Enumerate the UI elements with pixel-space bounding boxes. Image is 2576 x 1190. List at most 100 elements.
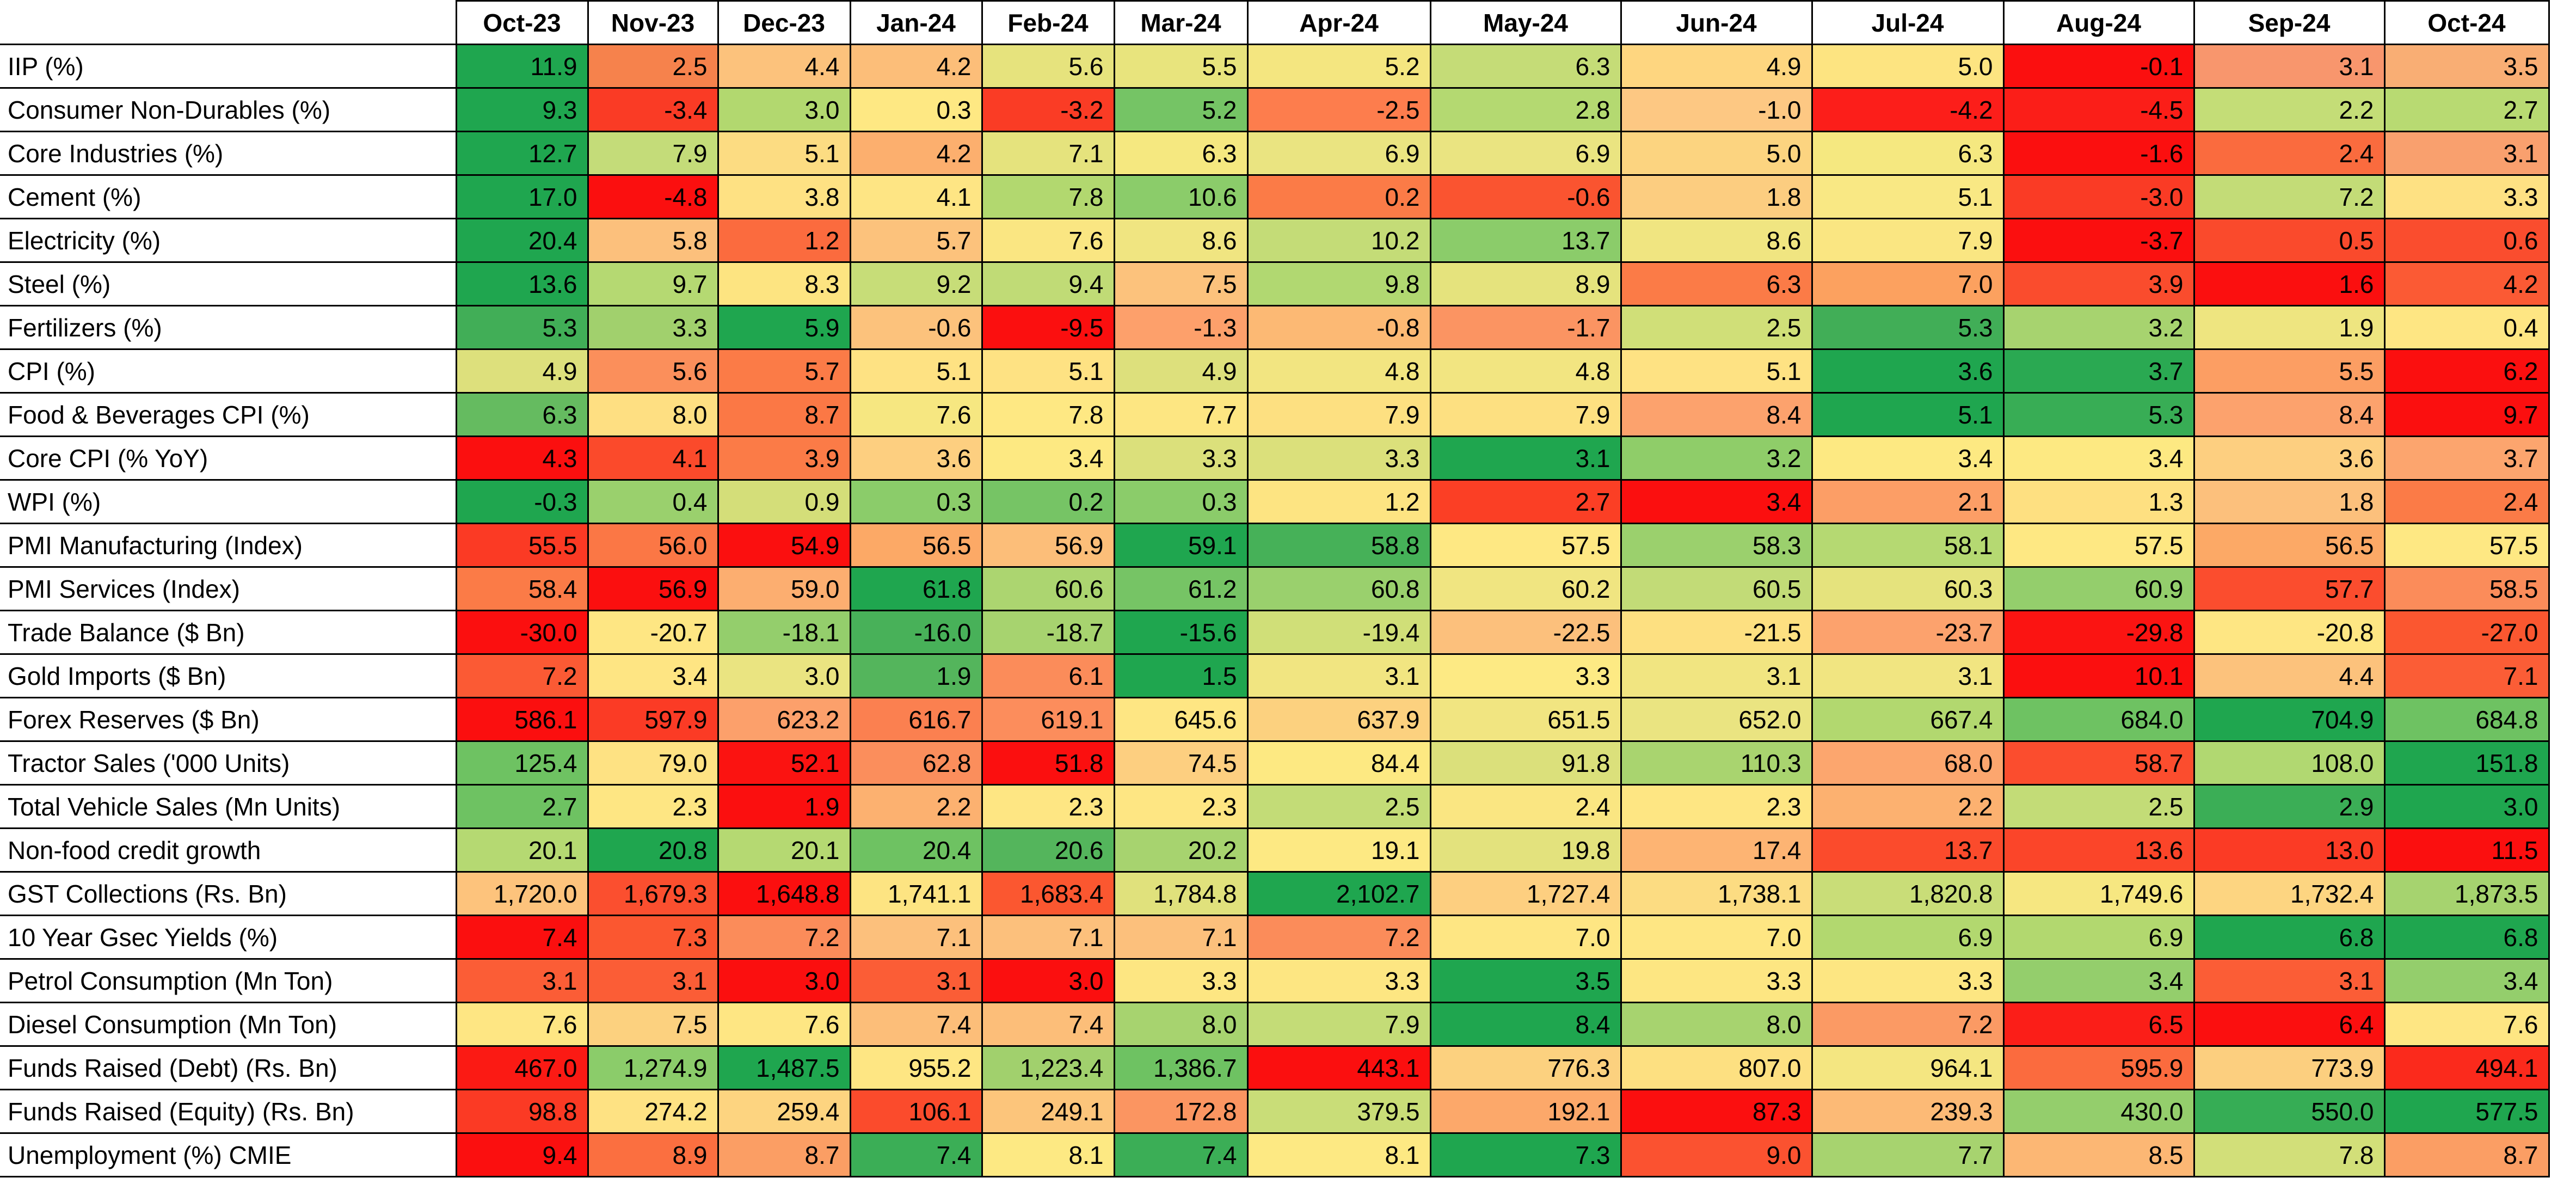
value-cell[interactable]: 623.2 xyxy=(717,697,851,742)
value-cell[interactable]: 3.5 xyxy=(1429,958,1622,1003)
row-label-cell[interactable]: Diesel Consumption (Mn Ton) xyxy=(0,1002,457,1047)
value-cell[interactable]: 7.1 xyxy=(2383,653,2550,698)
value-cell[interactable]: 60.6 xyxy=(981,566,1115,611)
value-cell[interactable]: 2.7 xyxy=(1429,479,1622,524)
value-cell[interactable]: 3.1 xyxy=(1811,653,2005,698)
corner-cell[interactable] xyxy=(0,1,457,45)
value-cell[interactable]: 2.3 xyxy=(981,784,1115,829)
value-cell[interactable]: 3.0 xyxy=(2383,784,2550,829)
value-cell[interactable]: 3.3 xyxy=(1620,958,1813,1003)
value-cell[interactable]: 60.3 xyxy=(1811,566,2005,611)
value-cell[interactable]: 443.1 xyxy=(1246,1045,1431,1090)
value-cell[interactable]: 2.3 xyxy=(1113,784,1249,829)
value-cell[interactable]: 7.4 xyxy=(1113,1132,1249,1177)
value-cell[interactable]: 7.9 xyxy=(1246,1002,1431,1047)
value-cell[interactable]: 7.9 xyxy=(1429,392,1622,437)
value-cell[interactable]: 8.0 xyxy=(587,392,719,437)
value-cell[interactable]: 1.8 xyxy=(2193,479,2386,524)
value-cell[interactable]: 3.4 xyxy=(2383,958,2550,1003)
value-cell[interactable]: 1.5 xyxy=(1113,653,1249,698)
value-cell[interactable]: 3.5 xyxy=(2383,44,2550,89)
value-cell[interactable]: 9.0 xyxy=(1620,1132,1813,1177)
value-cell[interactable]: 13.0 xyxy=(2193,827,2386,873)
value-cell[interactable]: 4.8 xyxy=(1429,348,1622,394)
value-cell[interactable]: 3.1 xyxy=(1246,653,1431,698)
value-cell[interactable]: 125.4 xyxy=(455,740,589,786)
value-cell[interactable]: 0.9 xyxy=(717,479,851,524)
row-label-cell[interactable]: IIP (%) xyxy=(0,44,457,89)
value-cell[interactable]: 0.2 xyxy=(1246,174,1431,219)
value-cell[interactable]: 59.0 xyxy=(717,566,851,611)
value-cell[interactable]: 1,679.3 xyxy=(587,871,719,916)
value-cell[interactable]: 5.9 xyxy=(717,305,851,350)
value-cell[interactable]: 4.9 xyxy=(455,348,589,394)
value-cell[interactable]: 430.0 xyxy=(2002,1089,2195,1134)
value-cell[interactable]: 1.9 xyxy=(849,653,983,698)
value-cell[interactable]: 3.0 xyxy=(717,958,851,1003)
value-cell[interactable]: 4.4 xyxy=(717,44,851,89)
value-cell[interactable]: 55.5 xyxy=(455,523,589,568)
value-cell[interactable]: 7.9 xyxy=(1811,218,2005,263)
column-header-apr-24[interactable]: Apr-24 xyxy=(1246,0,1431,45)
value-cell[interactable]: 259.4 xyxy=(717,1089,851,1134)
value-cell[interactable]: 637.9 xyxy=(1246,697,1431,742)
value-cell[interactable]: 494.1 xyxy=(2383,1045,2550,1090)
value-cell[interactable]: 7.5 xyxy=(1113,261,1249,306)
value-cell[interactable]: 1,873.5 xyxy=(2383,871,2550,916)
value-cell[interactable]: 1,741.1 xyxy=(849,871,983,916)
value-cell[interactable]: 6.9 xyxy=(2002,915,2195,960)
column-header-mar-24[interactable]: Mar-24 xyxy=(1113,0,1249,45)
row-label-cell[interactable]: Trade Balance ($ Bn) xyxy=(0,610,457,655)
value-cell[interactable]: 2.5 xyxy=(1246,784,1431,829)
value-cell[interactable]: 6.2 xyxy=(2383,348,2550,394)
value-cell[interactable]: 7.1 xyxy=(849,915,983,960)
value-cell[interactable]: 5.3 xyxy=(2002,392,2195,437)
row-label-cell[interactable]: PMI Services (Index) xyxy=(0,566,457,611)
value-cell[interactable]: -1.0 xyxy=(1620,87,1813,132)
value-cell[interactable]: 79.0 xyxy=(587,740,719,786)
column-header-oct-23[interactable]: Oct-23 xyxy=(455,0,589,45)
value-cell[interactable]: 3.4 xyxy=(1620,479,1813,524)
value-cell[interactable]: 4.2 xyxy=(849,131,983,176)
value-cell[interactable]: 619.1 xyxy=(981,697,1115,742)
value-cell[interactable]: 13.7 xyxy=(1811,827,2005,873)
value-cell[interactable]: 57.5 xyxy=(2002,523,2195,568)
value-cell[interactable]: 2.4 xyxy=(2383,479,2550,524)
row-label-cell[interactable]: Cement (%) xyxy=(0,174,457,219)
row-label-cell[interactable]: Unemployment (%) CMIE xyxy=(0,1132,457,1177)
value-cell[interactable]: 3.9 xyxy=(717,435,851,481)
value-cell[interactable]: 4.2 xyxy=(849,44,983,89)
row-label-cell[interactable]: Fertilizers (%) xyxy=(0,305,457,350)
value-cell[interactable]: 645.6 xyxy=(1113,697,1249,742)
value-cell[interactable]: 4.9 xyxy=(1113,348,1249,394)
value-cell[interactable]: 6.9 xyxy=(1429,131,1622,176)
value-cell[interactable]: 51.8 xyxy=(981,740,1115,786)
value-cell[interactable]: 5.2 xyxy=(1246,44,1431,89)
value-cell[interactable]: 577.5 xyxy=(2383,1089,2550,1134)
value-cell[interactable]: 5.1 xyxy=(1811,174,2005,219)
value-cell[interactable]: 8.7 xyxy=(717,1132,851,1177)
row-label-cell[interactable]: GST Collections (Rs. Bn) xyxy=(0,871,457,916)
value-cell[interactable]: 3.3 xyxy=(1113,435,1249,481)
value-cell[interactable]: 8.7 xyxy=(717,392,851,437)
value-cell[interactable]: 3.3 xyxy=(1246,435,1431,481)
value-cell[interactable]: 10.1 xyxy=(2002,653,2195,698)
value-cell[interactable]: 3.3 xyxy=(1113,958,1249,1003)
value-cell[interactable]: 0.4 xyxy=(587,479,719,524)
value-cell[interactable]: 586.1 xyxy=(455,697,589,742)
row-label-cell[interactable]: Steel (%) xyxy=(0,261,457,306)
value-cell[interactable]: 3.1 xyxy=(1429,435,1622,481)
value-cell[interactable]: 776.3 xyxy=(1429,1045,1622,1090)
row-label-cell[interactable]: Forex Reserves ($ Bn) xyxy=(0,697,457,742)
value-cell[interactable]: 20.4 xyxy=(849,827,983,873)
value-cell[interactable]: 6.1 xyxy=(981,653,1115,698)
value-cell[interactable]: -3.2 xyxy=(981,87,1115,132)
value-cell[interactable]: 652.0 xyxy=(1620,697,1813,742)
value-cell[interactable]: 9.8 xyxy=(1246,261,1431,306)
value-cell[interactable]: 2.4 xyxy=(2193,131,2386,176)
value-cell[interactable]: 8.9 xyxy=(587,1132,719,1177)
row-label-cell[interactable]: Petrol Consumption (Mn Ton) xyxy=(0,958,457,1003)
value-cell[interactable]: 10.6 xyxy=(1113,174,1249,219)
value-cell[interactable]: 57.5 xyxy=(2383,523,2550,568)
value-cell[interactable]: 1,487.5 xyxy=(717,1045,851,1090)
